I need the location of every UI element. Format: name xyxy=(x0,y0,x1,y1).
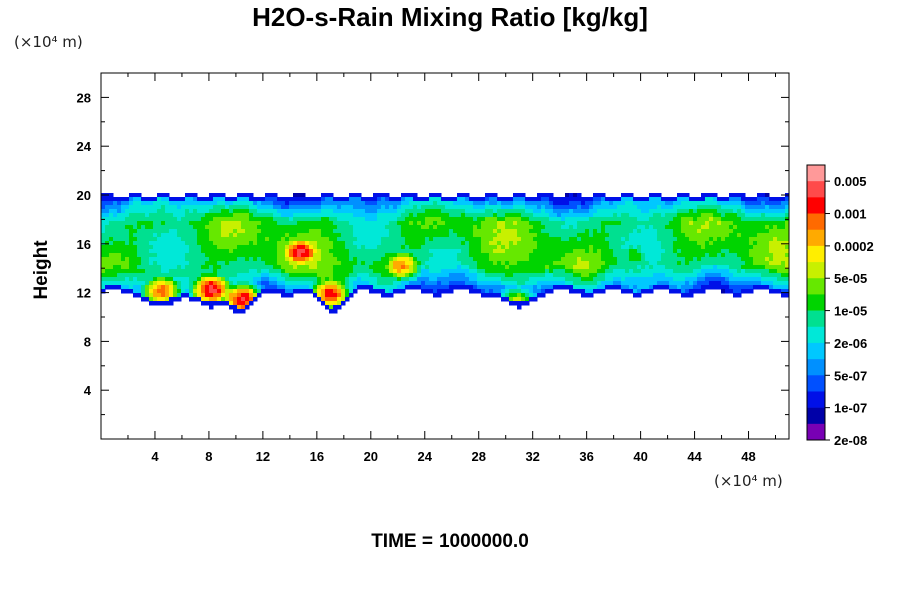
colorbar-frame xyxy=(806,164,826,441)
colorbar-label: 0.0002 xyxy=(834,239,874,254)
colorbar-swatch xyxy=(807,229,825,247)
y-unit-label: (×10⁴ m) xyxy=(14,33,83,51)
x-tick-label: 8 xyxy=(205,449,212,464)
colorbar-swatch xyxy=(807,407,825,425)
x-tick-label: 44 xyxy=(687,449,702,464)
colorbar-label: 2e-08 xyxy=(834,433,867,448)
y-tick-label: 4 xyxy=(84,383,92,398)
time-readout: TIME = 1000000.0 xyxy=(0,531,900,553)
colorbar-label: 1e-05 xyxy=(834,304,867,319)
plot-frame xyxy=(100,72,790,440)
x-tick-label: 48 xyxy=(741,449,755,464)
colorbar-swatch xyxy=(807,294,825,311)
colorbar-label: 5e-05 xyxy=(834,271,867,286)
colorbar-label: 0.005 xyxy=(834,174,867,189)
colorbar-swatch xyxy=(807,359,825,376)
x-tick-label: 16 xyxy=(310,449,324,464)
y-tick-label: 24 xyxy=(77,139,92,154)
colorbar-swatch xyxy=(807,278,825,295)
y-tick-label: 16 xyxy=(77,237,91,252)
colorbar-swatch xyxy=(807,165,825,182)
colorbar-swatch xyxy=(807,391,825,408)
x-tick-label: 4 xyxy=(151,449,159,464)
colorbar-swatch xyxy=(807,181,825,198)
time-label: TIME = xyxy=(371,531,433,552)
x-tick-label: 28 xyxy=(471,449,485,464)
colorbar-label: 2e-06 xyxy=(834,336,867,351)
y-tick-label: 8 xyxy=(84,334,91,349)
chart-title: H2O-s-Rain Mixing Ratio [kg/kg] xyxy=(252,2,648,32)
mixing-ratio-field xyxy=(101,193,790,314)
x-tick-label: 36 xyxy=(579,449,593,464)
x-unit-label: (×10⁴ m) xyxy=(714,472,783,490)
colorbar-swatch xyxy=(807,197,825,214)
x-tick-label: 32 xyxy=(525,449,539,464)
time-value: 1000000.0 xyxy=(438,531,529,552)
y-tick-label: 20 xyxy=(77,188,91,203)
x-tick-label: 24 xyxy=(418,449,433,464)
colorbar-label: 5e-07 xyxy=(834,368,867,383)
y-tick-label: 12 xyxy=(77,286,91,301)
y-tick-label: 28 xyxy=(77,90,91,105)
colorbar-swatch xyxy=(807,423,825,441)
colorbar-label: 0.001 xyxy=(834,207,867,222)
x-tick-label: 40 xyxy=(633,449,647,464)
x-tick-label: 20 xyxy=(364,449,378,464)
colorbar-swatch xyxy=(807,326,825,344)
colorbar: 0.005 0.001 0.0002 5e-05 1e-05 2e-06 5e-07 1e-0… xyxy=(806,164,874,448)
colorbar-swatch xyxy=(807,245,825,263)
colorbar-swatch xyxy=(807,213,825,231)
colorbar-label: 1e-07 xyxy=(834,401,867,416)
colorbar-swatch xyxy=(807,342,825,360)
x-tick-label: 12 xyxy=(256,449,270,464)
colorbar-swatch xyxy=(807,310,825,328)
colorbar-swatch xyxy=(807,375,825,392)
colorbar-swatch xyxy=(807,262,825,279)
